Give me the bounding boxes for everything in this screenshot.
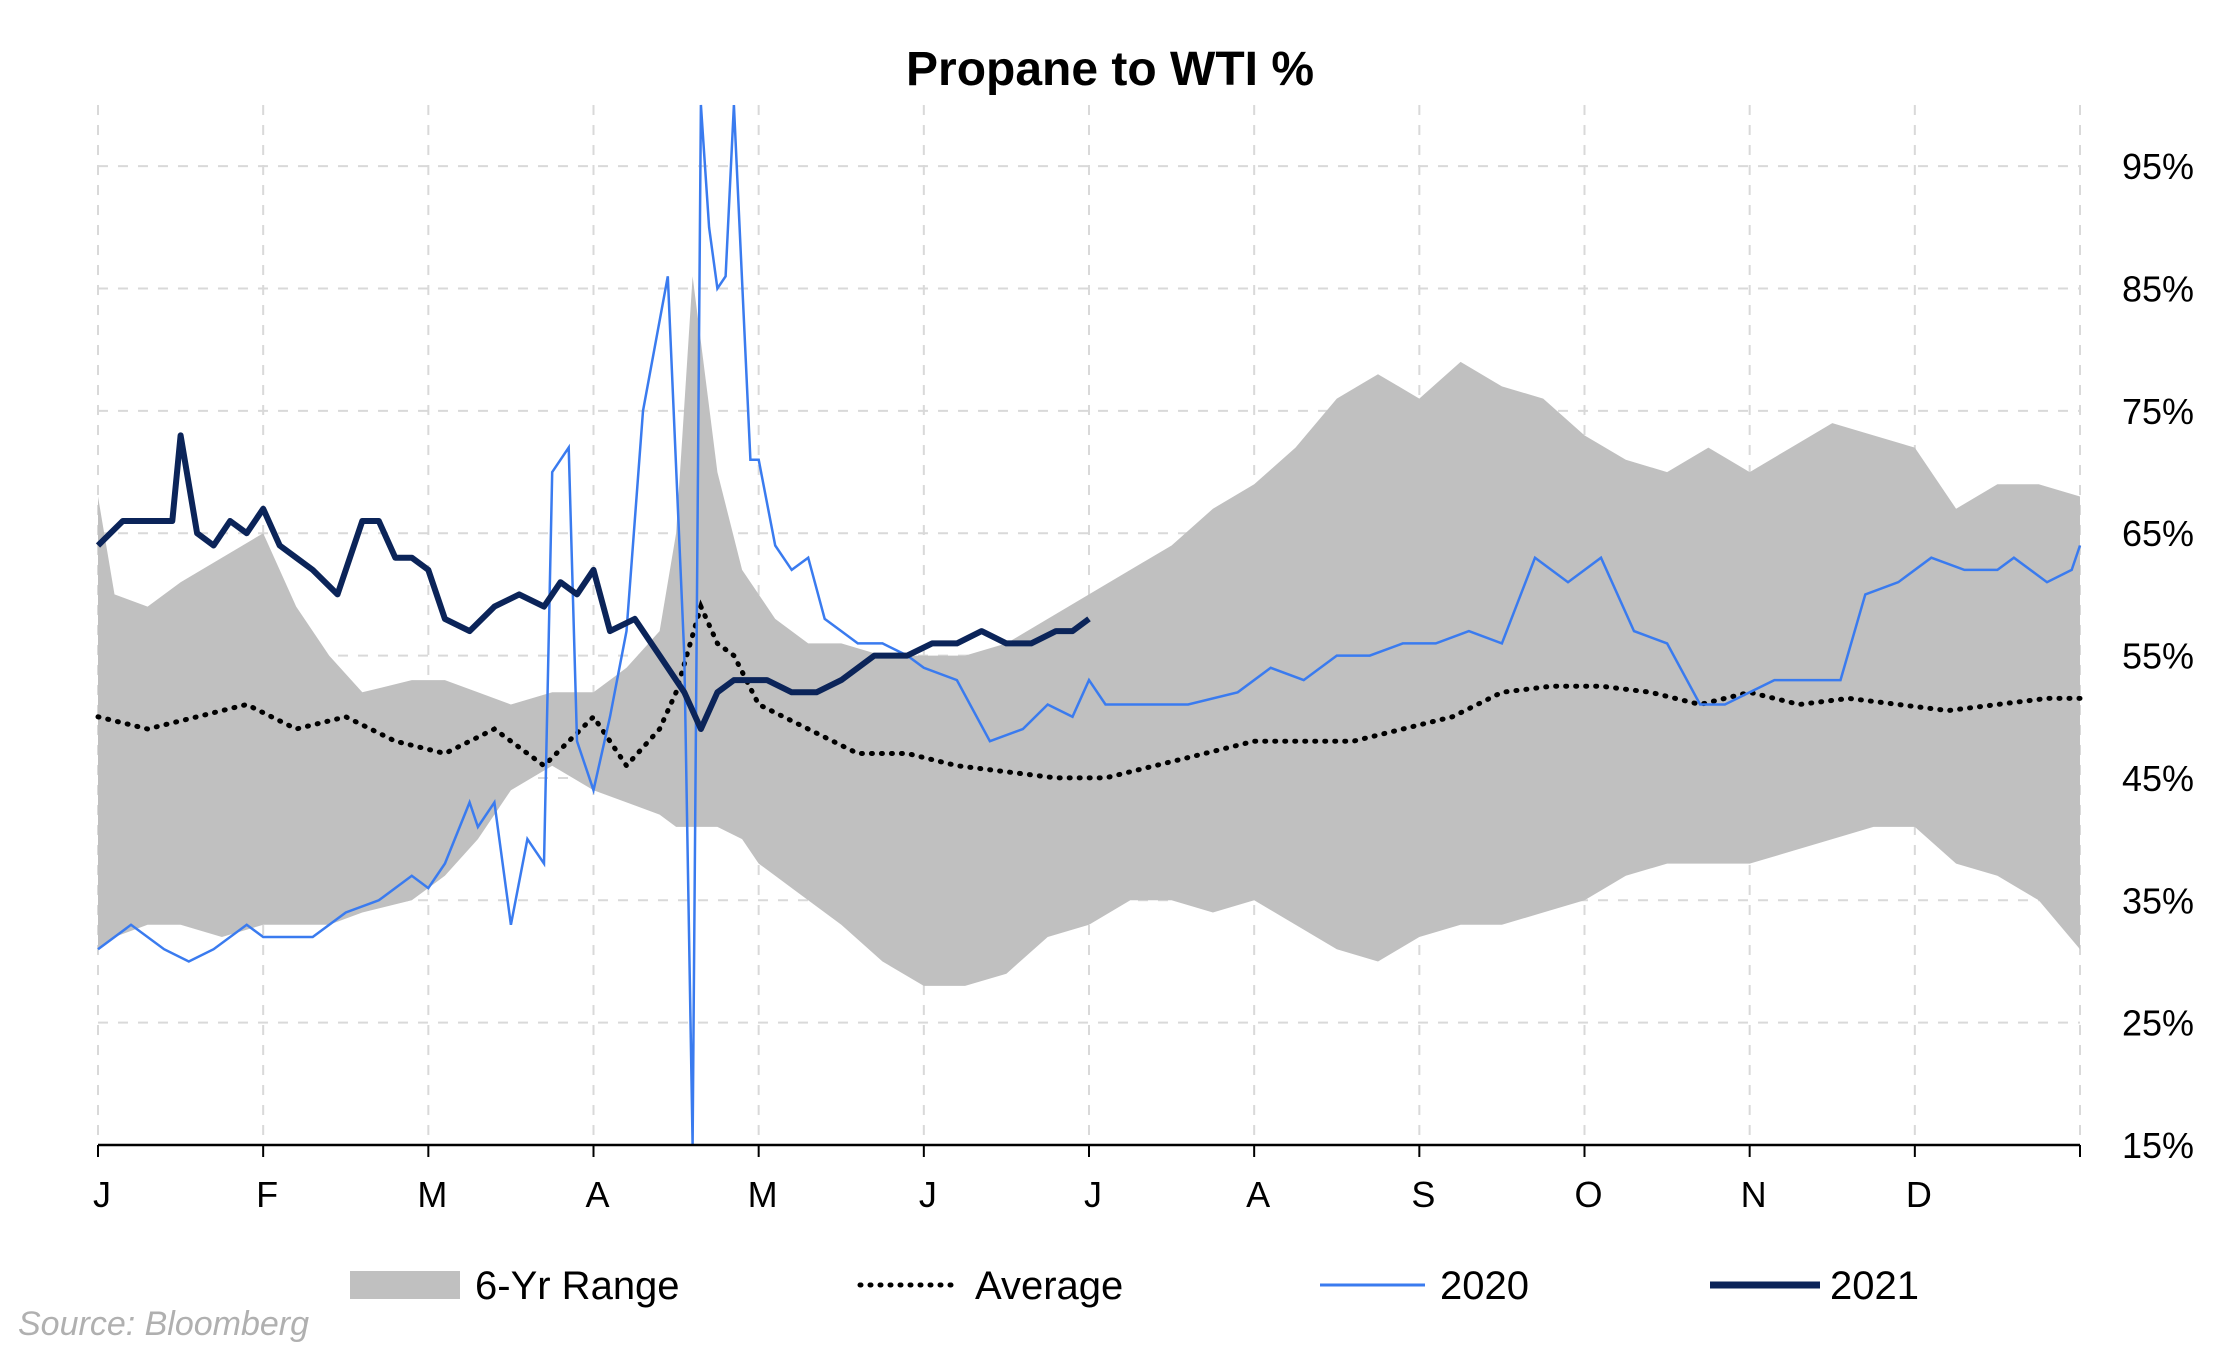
- y-tick-label: 65%: [2122, 513, 2194, 554]
- series-average: [95, 599, 2083, 781]
- series-2021: [95, 432, 1091, 732]
- x-tick-label: O: [1574, 1174, 1602, 1215]
- legend-swatch-range: [350, 1271, 460, 1299]
- axes: 15% 25% 35% 45% 55% 65% 75% 85% 95% J F M A M J J A S O N D: [93, 146, 2194, 1215]
- chart-title: Propane to WTI %: [906, 43, 1314, 96]
- y-tick-label: 25%: [2122, 1003, 2194, 1044]
- range-band: [98, 276, 2080, 986]
- x-tick-label: F: [256, 1174, 278, 1215]
- source-note: Source: Bloomberg: [18, 1305, 309, 1343]
- y-tick-label: 55%: [2122, 636, 2194, 677]
- x-tick-label: A: [585, 1174, 609, 1215]
- x-tick-label: J: [93, 1174, 111, 1215]
- series-lines: [95, 104, 2083, 1146]
- y-tick-label: 45%: [2122, 758, 2194, 799]
- series-2020: [97, 104, 2082, 1146]
- x-tick-label: J: [919, 1174, 937, 1215]
- series-6yr-range: [98, 276, 2080, 986]
- legend-label: 6-Yr Range: [475, 1264, 680, 1308]
- legend-label: 2020: [1440, 1264, 1529, 1308]
- legend: 6-Yr Range Average 2020 2021: [350, 1264, 1919, 1308]
- x-tick-label: S: [1411, 1174, 1435, 1215]
- y-tick-label: 35%: [2122, 880, 2194, 921]
- x-tick-label: D: [1906, 1174, 1932, 1215]
- y-tick-label: 75%: [2122, 391, 2194, 432]
- legend-label: 2021: [1830, 1264, 1919, 1308]
- y-tick-label: 95%: [2122, 146, 2194, 187]
- y-tick-label: 15%: [2122, 1125, 2194, 1166]
- x-tick-label: J: [1084, 1174, 1102, 1215]
- legend-label: Average: [975, 1264, 1123, 1308]
- x-tick-label: A: [1246, 1174, 1270, 1215]
- x-tick-label: M: [748, 1174, 778, 1215]
- y-tick-label: 85%: [2122, 269, 2194, 310]
- x-tick-label: N: [1741, 1174, 1767, 1215]
- x-tick-label: M: [417, 1174, 447, 1215]
